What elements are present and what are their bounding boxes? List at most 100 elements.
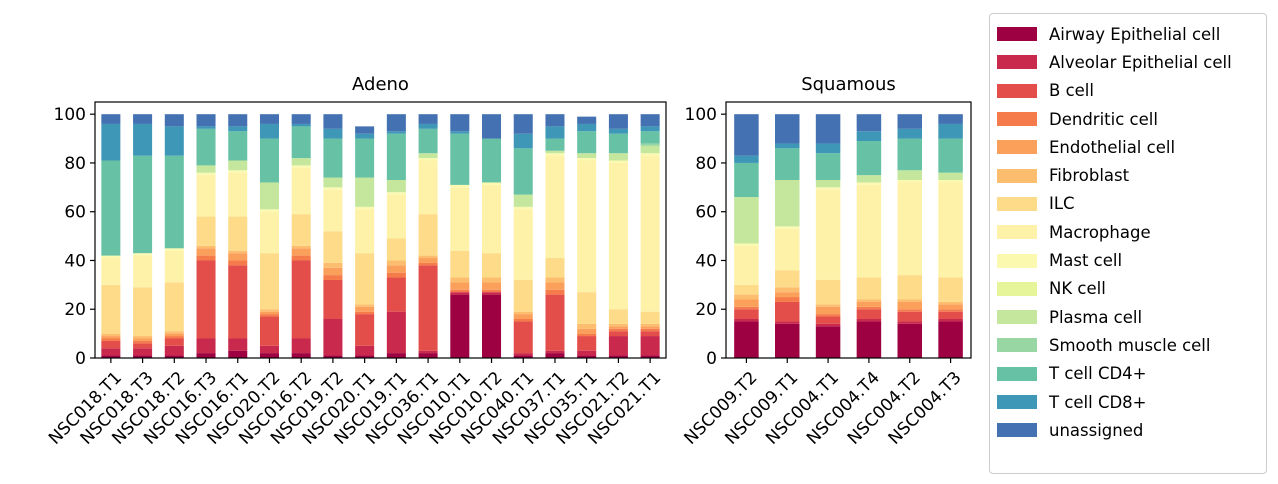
bar-segment-nsc035-t1-alveolar-epithelial-cell — [577, 350, 597, 356]
bar-segment-nsc016-t1-unassigned — [228, 114, 248, 127]
bar-segment-nsc018-t3-fibroblast — [133, 336, 153, 339]
bar-segment-nsc016-t2-ilc — [291, 214, 311, 246]
bar-segment-nsc035-t1-dendritic-cell — [577, 333, 597, 337]
bar-segment-nsc018-t2-b-cell — [164, 338, 184, 346]
legend-label: Alveolar Epithelial cell — [1049, 52, 1232, 72]
bar-segment-nsc040-t1-macrophage — [513, 209, 533, 280]
bar-segment-nsc040-t1-airway-epithelial-cell — [513, 355, 533, 358]
bar-segment-nsc016-t2-unassigned — [291, 114, 311, 124]
bar-segment-nsc036-t1-airway-epithelial-cell — [418, 353, 438, 358]
bar-segment-nsc004-t4-b-cell — [856, 309, 882, 319]
bar-segment-nsc004-t3-t-cell-cd4 — [938, 138, 963, 173]
bar-segment-nsc021-t1-dendritic-cell — [640, 328, 660, 332]
bar-segment-nsc019-t2-macrophage — [323, 189, 343, 232]
bar-segment-nsc018-t1-mast-cell — [101, 255, 121, 259]
bar-segment-nsc009-t1-fibroblast — [775, 287, 800, 293]
bar-segment-nsc037-t1-b-cell — [545, 294, 565, 351]
bar-segment-nsc037-t1-t-cell-cd8 — [545, 126, 565, 139]
bar-segment-nsc016-t1-t-cell-cd4 — [228, 131, 248, 161]
bar-segment-nsc016-t1-airway-epithelial-cell — [228, 350, 248, 358]
bar-segment-nsc019-t1-ilc — [386, 238, 406, 261]
bar-segment-nsc021-t2-unassigned — [608, 114, 628, 129]
bar-segment-nsc037-t1-airway-epithelial-cell — [545, 353, 565, 358]
bar-segment-nsc036-t1-alveolar-epithelial-cell — [418, 350, 438, 354]
bar-segment-nsc035-t1-endothelial-cell — [577, 328, 597, 334]
bar-segment-nsc010-t1-airway-epithelial-cell — [450, 294, 470, 358]
bar-segment-nsc004-t2-mast-cell — [897, 180, 922, 183]
bar-segment-nsc020-t1-ilc — [355, 253, 375, 305]
legend-swatch — [997, 55, 1037, 70]
bar-segment-nsc009-t2-mast-cell — [734, 243, 759, 246]
y-tick-label: 40 — [695, 251, 717, 271]
bar-segment-nsc040-t1-ilc — [513, 279, 533, 312]
legend-label: Airway Epithelial cell — [1049, 24, 1221, 44]
bar-segment-nsc009-t2-macrophage — [734, 245, 759, 285]
bar-segment-nsc004-t1-plasma-cell — [815, 180, 841, 188]
y-tick-label: 40 — [64, 251, 86, 271]
bar-segment-nsc037-t1-ilc — [545, 258, 565, 278]
legend-swatch — [997, 112, 1037, 127]
bar-segment-nsc004-t2-unassigned — [897, 114, 922, 129]
bar-segment-nsc009-t1-alveolar-epithelial-cell — [775, 321, 800, 324]
bar-segment-nsc037-t1-alveolar-epithelial-cell — [545, 350, 565, 354]
bar-segment-nsc010-t1-fibroblast — [450, 277, 470, 283]
bar-segment-nsc004-t3-ilc — [938, 277, 963, 302]
bar-segment-nsc004-t4-unassigned — [856, 114, 882, 132]
legend-swatch — [997, 253, 1037, 268]
bar-segment-nsc016-t3-fibroblast — [196, 245, 216, 249]
bar-segment-nsc020-t1-plasma-cell — [355, 177, 375, 207]
bar-segment-nsc010-t1-alveolar-epithelial-cell — [450, 292, 470, 295]
legend-item-endothelial-cell: Endothelial cell — [997, 133, 1266, 161]
legend-label: Endothelial cell — [1049, 137, 1176, 157]
bar-segment-nsc021-t1-b-cell — [640, 331, 660, 337]
legend-label: Plasma cell — [1049, 307, 1143, 327]
bar-segment-nsc036-t1-b-cell — [418, 265, 438, 351]
bar-segment-nsc021-t2-mast-cell — [608, 160, 628, 163]
bar-segment-nsc009-t1-t-cell-cd4 — [775, 148, 800, 181]
legend-item-dendritic-cell: Dendritic cell — [997, 105, 1266, 133]
bar-segment-nsc018-t3-alveolar-epithelial-cell — [133, 348, 153, 356]
bar-segment-nsc020-t1-b-cell — [355, 314, 375, 346]
bar-segment-nsc019-t2-ilc — [323, 231, 343, 263]
bar-segment-nsc016-t1-endothelial-cell — [228, 253, 248, 261]
panel-squamous: NSC009.T2NSC009.T1NSC004.T1NSC004.T4NSC0… — [681, 74, 972, 449]
bar-segment-nsc019-t1-t-cell-cd8 — [386, 131, 406, 134]
bar-segment-nsc019-t2-alveolar-epithelial-cell — [323, 318, 343, 356]
bar-segment-nsc035-t1-t-cell-cd8 — [577, 123, 597, 132]
bar-segment-nsc021-t2-macrophage — [608, 162, 628, 310]
bar-segment-nsc004-t3-mast-cell — [938, 180, 963, 183]
bar-segment-nsc020-t2-b-cell — [259, 316, 279, 346]
bar-segment-nsc004-t4-airway-epithelial-cell — [856, 321, 882, 358]
bar-segment-nsc004-t1-t-cell-cd4 — [815, 153, 841, 181]
bar-segment-nsc018-t2-mast-cell — [164, 248, 184, 251]
bar-segment-nsc009-t2-t-cell-cd8 — [734, 155, 759, 163]
bar-segment-nsc004-t3-fibroblast — [938, 301, 963, 305]
bar-segment-nsc021-t1-fibroblast — [640, 323, 660, 327]
bar-segment-nsc018-t3-unassigned — [133, 114, 153, 124]
bar-segment-nsc016-t1-b-cell — [228, 265, 248, 339]
bar-segment-nsc021-t1-ilc — [640, 311, 660, 324]
bar-segment-nsc021-t1-endothelial-cell — [640, 326, 660, 329]
bar-segment-nsc021-t1-t-cell-cd4 — [640, 131, 660, 144]
bar-segment-nsc019-t2-plasma-cell — [323, 177, 343, 188]
bar-segment-nsc016-t1-dendritic-cell — [228, 260, 248, 266]
legend-swatch — [997, 27, 1037, 42]
bar-segment-nsc004-t3-airway-epithelial-cell — [938, 321, 963, 358]
bar-segment-nsc020-t2-plasma-cell — [259, 182, 279, 210]
bar-segment-nsc018-t2-macrophage — [164, 250, 184, 283]
bar-segment-nsc004-t2-plasma-cell — [897, 170, 922, 181]
bar-segment-nsc020-t2-macrophage — [259, 211, 279, 254]
bar-segment-nsc020-t1-t-cell-cd4 — [355, 138, 375, 178]
y-tick-label: 20 — [695, 300, 717, 320]
axes-frame — [725, 101, 972, 359]
bar-segment-nsc020-t2-endothelial-cell — [259, 311, 279, 315]
legend-label: NK cell — [1049, 279, 1106, 299]
legend-label: ILC — [1049, 194, 1075, 214]
bar-segment-nsc018-t1-fibroblast — [101, 333, 121, 337]
bar-segment-nsc009-t2-b-cell — [734, 309, 759, 319]
bar-segment-nsc021-t2-b-cell — [608, 331, 628, 337]
bar-segment-nsc016-t2-fibroblast — [291, 245, 311, 249]
bar-segment-nsc040-t1-t-cell-cd8 — [513, 133, 533, 149]
bar-segment-nsc040-t1-plasma-cell — [513, 194, 533, 207]
bar-segment-nsc021-t1-airway-epithelial-cell — [640, 355, 660, 358]
